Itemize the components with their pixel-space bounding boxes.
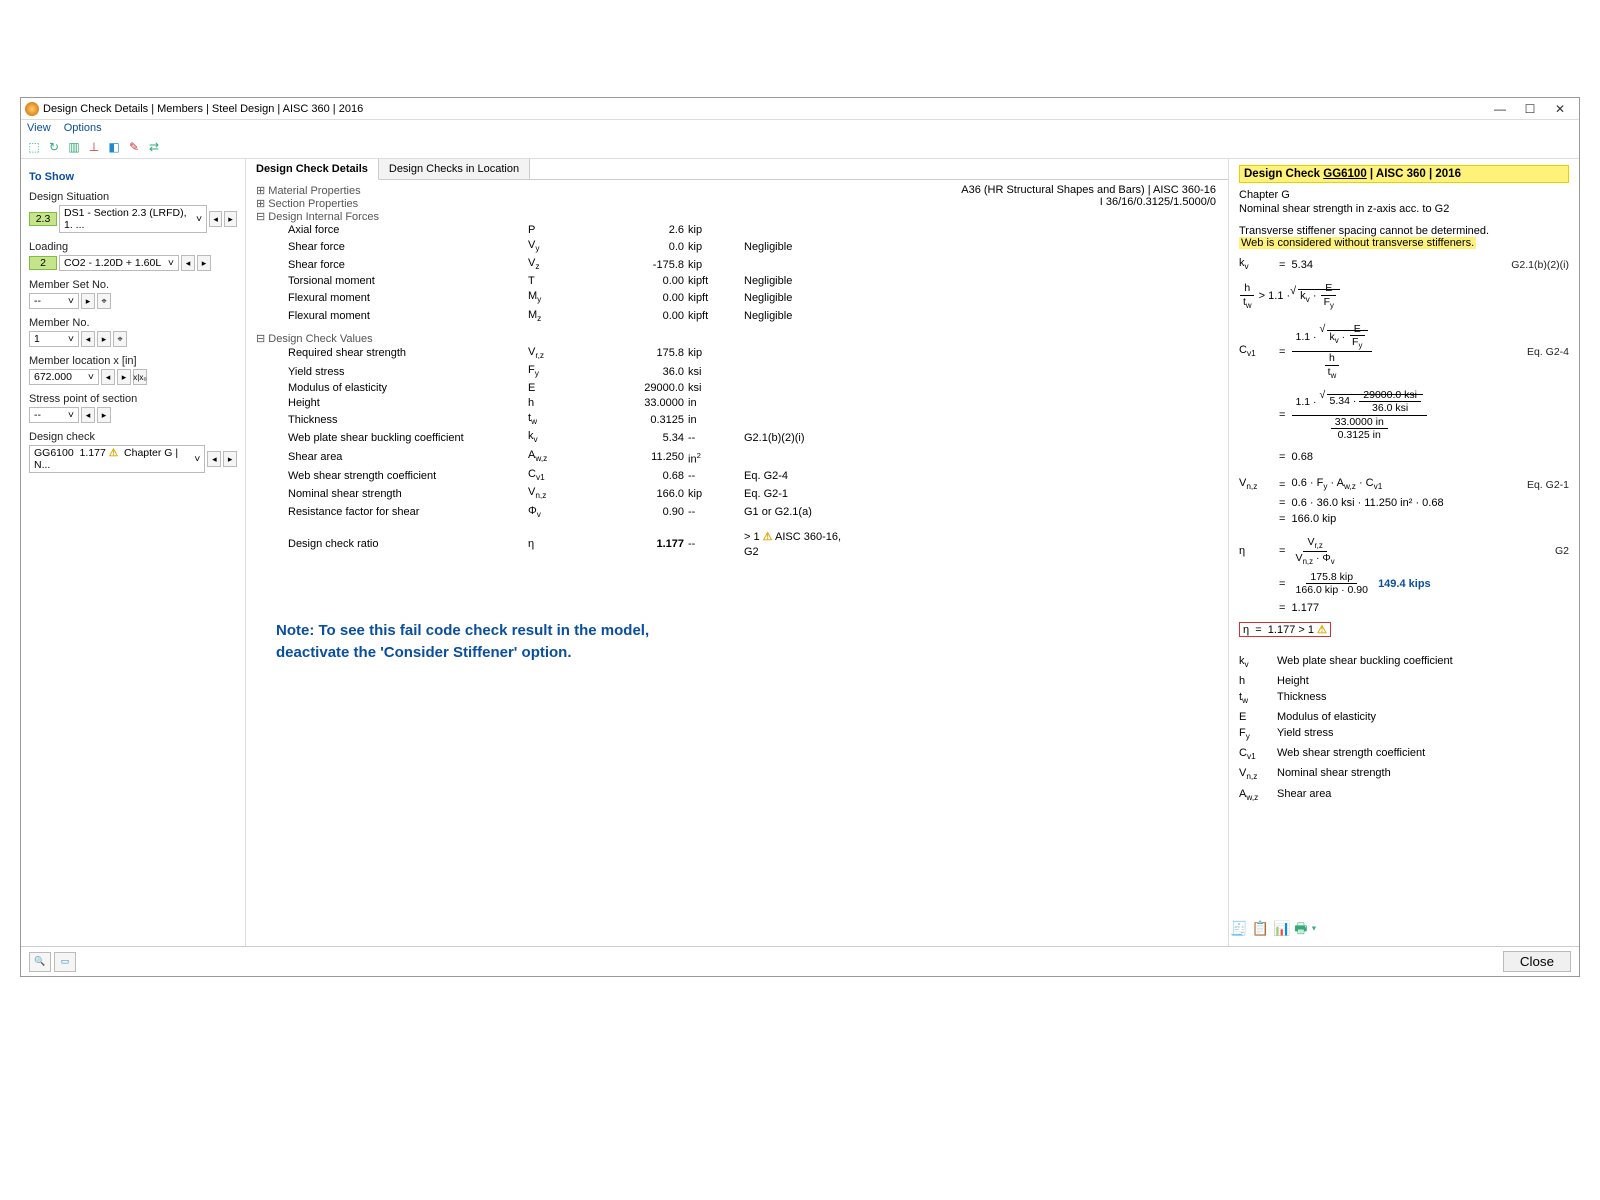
ml-next[interactable]: ▸ [117, 369, 131, 385]
ms-next[interactable]: ▸ [81, 293, 95, 309]
dc-prev[interactable]: ◂ [207, 451, 221, 467]
load-next[interactable]: ▸ [197, 255, 211, 271]
mn-pick[interactable]: ⌖ [113, 331, 127, 347]
value-row: Web plate shear buckling coefficientkv5.… [288, 429, 1218, 447]
ml-prev[interactable]: ◂ [101, 369, 115, 385]
legend-row: Vn,zNominal shear strength [1239, 765, 1569, 785]
mn-next[interactable]: ▸ [97, 331, 111, 347]
force-row: Torsional momentT0.00kipftNegligible [288, 274, 1218, 289]
ds-next[interactable]: ▸ [224, 211, 237, 227]
dialog-window: Design Check Details | Members | Steel D… [20, 97, 1580, 977]
memberno-label: Member No. [29, 317, 237, 329]
stresspoint-label: Stress point of section [29, 393, 237, 405]
force-row: Axial forceP2.6kip [288, 223, 1218, 238]
menubar: View Options [21, 120, 1579, 136]
designcheck-select[interactable]: GG6100 1.177 ⚠ Chapter G | N...˅ [29, 445, 205, 473]
ds-badge: 2.3 [29, 212, 57, 226]
sp-next[interactable]: ▸ [97, 407, 111, 423]
value-row: Resistance factor for shearΦv0.90--G1 or… [288, 504, 1218, 522]
value-row: Modulus of elasticityE29000.0ksi [288, 381, 1218, 396]
to-show-title: To Show [29, 171, 237, 183]
right-title: Design Check GG6100 | AISC 360 | 2016 [1239, 165, 1569, 183]
footer: 🔍 ▭ Close [21, 946, 1579, 976]
force-row: Shear forceVy0.0kipNegligible [288, 238, 1218, 256]
center-tabs: Design Check Details Design Checks in Lo… [246, 159, 1228, 180]
titlebar: Design Check Details | Members | Steel D… [21, 98, 1579, 120]
value-row: Thicknesstw0.3125in [288, 411, 1218, 429]
tab-location[interactable]: Design Checks in Location [379, 159, 530, 179]
window-title: Design Check Details | Members | Steel D… [43, 103, 363, 115]
mn-prev[interactable]: ◂ [81, 331, 95, 347]
tb-3[interactable]: ▥ [65, 138, 83, 156]
design-situation-label: Design Situation [29, 191, 237, 203]
load-select[interactable]: CO2 - 1.20D + 1.60L˅ [59, 255, 179, 271]
legend-row: kvWeb plate shear buckling coefficient [1239, 653, 1569, 673]
ms-pick[interactable]: ⌖ [97, 293, 111, 309]
sp-prev[interactable]: ◂ [81, 407, 95, 423]
ratio-row: Design check ratio η 1.177 -- > 1 ⚠ AISC… [288, 530, 1218, 560]
force-row: Shear forceVz-175.8kip [288, 256, 1218, 274]
legend-row: Cv1Web shear strength coefficient [1239, 745, 1569, 765]
value-row: Shear areaAw,z11.250in2 [288, 448, 1218, 468]
value-row: Required shear strengthVr,z175.8kip [288, 345, 1218, 363]
dc-next[interactable]: ▸ [223, 451, 237, 467]
footer-icon-1[interactable]: 🔍 [29, 952, 51, 972]
maximize-button[interactable]: ☐ [1515, 102, 1545, 116]
left-panel: To Show Design Situation 2.3 DS1 - Secti… [21, 159, 246, 946]
grp-forces[interactable]: Design Internal Forces [268, 211, 379, 223]
designcheck-label: Design check [29, 431, 237, 443]
close-dialog-button[interactable]: Close [1503, 951, 1571, 972]
eta-fail: η = 1.177 > 1 ⚠ [1239, 622, 1331, 637]
menu-view[interactable]: View [27, 122, 51, 134]
value-row: Heighth33.0000in [288, 396, 1218, 411]
toolbar: ⬚ ↻ ▥ ⊥ ◧ ✎ ⇄ [21, 136, 1579, 159]
center-panel: Design Check Details Design Checks in Lo… [246, 159, 1229, 946]
legend-row: FyYield stress [1239, 725, 1569, 745]
grp-values[interactable]: Design Check Values [268, 333, 372, 345]
load-badge: 2 [29, 256, 57, 270]
tb-2[interactable]: ↻ [45, 138, 63, 156]
tab-details[interactable]: Design Check Details [246, 159, 379, 180]
ds-select[interactable]: DS1 - Section 2.3 (LRFD), 1. ...˅ [59, 205, 207, 233]
stresspoint-select[interactable]: --˅ [29, 407, 79, 423]
desc-label: Nominal shear strength in z-axis acc. to… [1239, 203, 1569, 215]
minimize-button[interactable]: — [1485, 102, 1515, 116]
memberset-select[interactable]: --˅ [29, 293, 79, 309]
grp-material[interactable]: Material Properties [268, 185, 360, 197]
tb-4[interactable]: ⊥ [85, 138, 103, 156]
ml-x[interactable]: x|x₀ [133, 369, 147, 385]
force-row: Flexural momentMz0.00kipftNegligible [288, 308, 1218, 326]
memberloc-label: Member location x [in] [29, 355, 237, 367]
value-row: Yield stressFy36.0ksi [288, 363, 1218, 381]
menu-options[interactable]: Options [64, 122, 102, 134]
warn2: Web is considered without transverse sti… [1239, 237, 1476, 249]
tb-7[interactable]: ⇄ [145, 138, 163, 156]
footer-icon-2[interactable]: ▭ [54, 952, 76, 972]
ds-prev[interactable]: ◂ [209, 211, 222, 227]
legend-row: Aw,zShear area [1239, 786, 1569, 806]
header-info: A36 (HR Structural Shapes and Bars) | AI… [961, 184, 1216, 208]
legend-row: hHeight [1239, 673, 1569, 689]
value-row: Nominal shear strengthVn,z166.0kipEq. G2… [288, 485, 1218, 503]
loading-label: Loading [29, 241, 237, 253]
close-button[interactable]: ✕ [1545, 102, 1575, 116]
app-icon [25, 102, 39, 116]
chapter-label: Chapter G [1239, 189, 1569, 201]
legend-row: EModulus of elasticity [1239, 709, 1569, 725]
tb-1[interactable]: ⬚ [25, 138, 43, 156]
force-row: Flexural momentMy0.00kipftNegligible [288, 289, 1218, 307]
grp-section[interactable]: Section Properties [268, 198, 358, 210]
legend-row: twThickness [1239, 689, 1569, 709]
load-prev[interactable]: ◂ [181, 255, 195, 271]
memberno-select[interactable]: 1˅ [29, 331, 79, 347]
memberloc-select[interactable]: 672.000˅ [29, 369, 99, 385]
note-text: Note: To see this fail code check result… [276, 620, 1218, 665]
warn1: Transverse stiffener spacing cannot be d… [1239, 225, 1569, 237]
memberset-label: Member Set No. [29, 279, 237, 291]
tb-6[interactable]: ✎ [125, 138, 143, 156]
right-panel: Design Check GG6100 | AISC 360 | 2016 Ch… [1229, 159, 1579, 946]
value-row: Web shear strength coefficientCv10.68--E… [288, 467, 1218, 485]
right-bottom-icons[interactable]: 📄 🧾 📋 📊 🖶 ▾ [1229, 918, 1317, 942]
tb-5[interactable]: ◧ [105, 138, 123, 156]
